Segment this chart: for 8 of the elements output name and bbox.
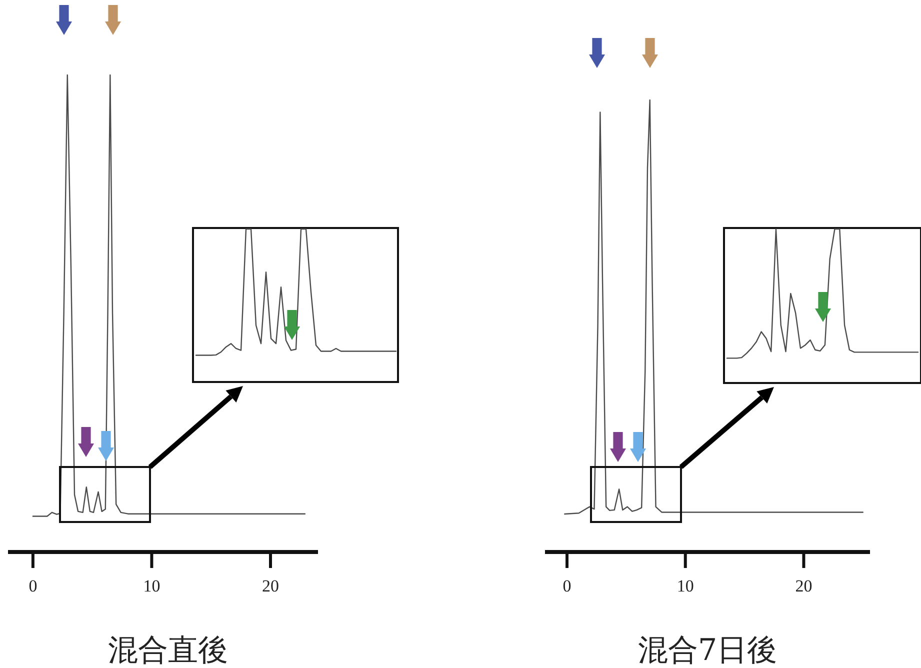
x-tick-label: 10: [676, 576, 694, 596]
x-tick-label: 20: [262, 576, 279, 596]
x-axis-title: 混合直後: [108, 633, 228, 668]
x-tick-label: 10: [143, 576, 160, 596]
x-tick-label: 20: [795, 576, 812, 596]
x-axis-title: 混合7日後: [638, 633, 778, 668]
x-tick-label: 0: [562, 576, 572, 596]
x-tick-label: 0: [28, 576, 38, 596]
